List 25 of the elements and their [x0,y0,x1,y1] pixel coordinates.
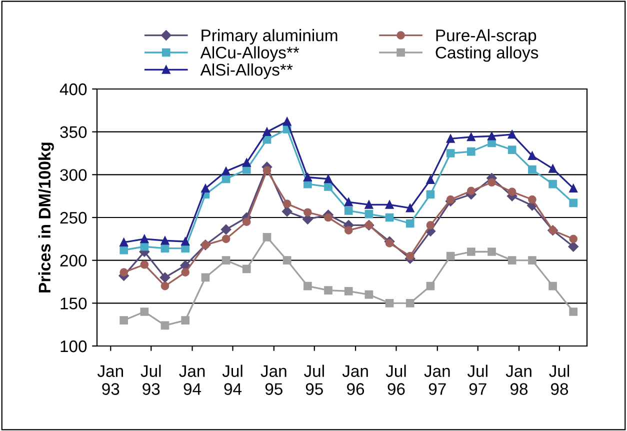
legend-label: Primary aluminium [202,29,338,45]
x-tick-label: Jul 97 [467,364,488,395]
legend-label: AlSi-Alloys** [200,63,293,79]
x-tick-label: Jul 94 [222,364,242,395]
legend-label: Pure-Al-scrap [436,29,536,45]
x-tick-label: Jan 95 [260,365,286,395]
x-tick-label: Jul 95 [304,364,324,395]
x-tick-label: Jul 96 [386,364,406,395]
y-tick-label: 250 [60,212,87,224]
x-tick-label: Jan 98 [506,365,532,395]
x-tick-label: Jul 93 [140,364,161,395]
y-tick-label: 350 [60,126,87,138]
y-tick-label: 150 [60,298,87,310]
y-axis-title: Prices in DM/100kg [38,142,54,292]
y-tick-label: 400 [60,83,87,96]
legend-label: AlCu-Alloys** [200,46,300,62]
legend-label: Casting alloys [436,46,538,62]
x-tick-label: Jan 94 [179,365,205,395]
x-tick-label: Jan 96 [342,365,368,395]
x-tick-label: Jul 98 [549,364,570,395]
x-tick-label: Jan 93 [97,365,123,395]
y-tick-label: 300 [60,169,87,181]
x-tick-label: Jan 97 [424,365,450,395]
y-tick-label: 100 [60,340,87,352]
y-tick-label: 200 [60,254,87,267]
